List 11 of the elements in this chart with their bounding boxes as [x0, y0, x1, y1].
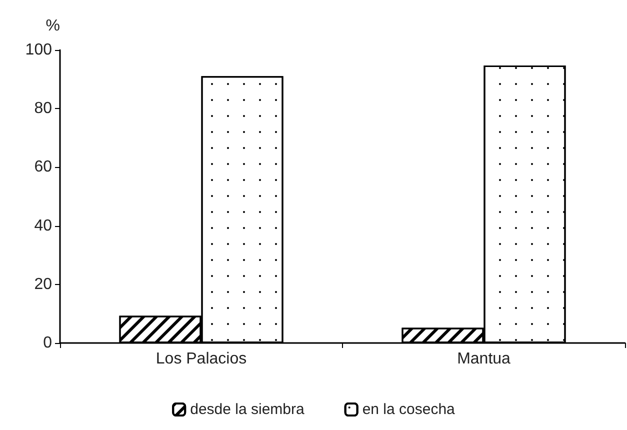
x-tick-label: Los Palacios: [156, 350, 247, 368]
y-axis-title: %: [46, 18, 60, 34]
legend-label: desde la siembra: [190, 401, 305, 418]
x-tick-label: Mantua: [457, 350, 511, 368]
y-tick-label: 80: [34, 100, 52, 118]
y-tick-label: 0: [43, 334, 52, 352]
y-tick-label: 60: [34, 158, 52, 176]
y-tick-label: 40: [34, 217, 52, 234]
legend-label: en la cosecha: [362, 401, 456, 418]
y-tick-label: 20: [34, 276, 52, 293]
y-tick-label: 100: [25, 42, 52, 58]
